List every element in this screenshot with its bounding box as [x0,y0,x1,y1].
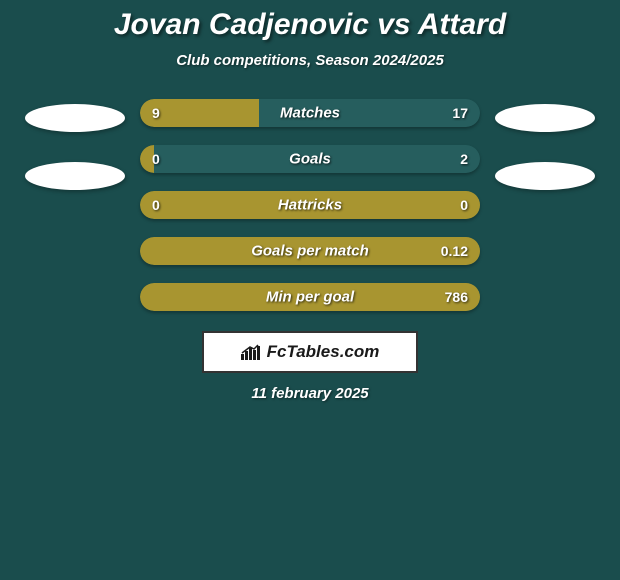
avatar [495,162,595,190]
subtitle: Club competitions, Season 2024/2025 [0,52,620,69]
stat-bar: Min per goal 786 [140,283,480,311]
left-player-avatars [25,99,125,190]
stat-value-right: 17 [452,105,468,121]
avatar [25,104,125,132]
brand-text: FcTables.com [267,342,380,362]
stat-label: Goals [289,151,331,168]
stat-value-right: 786 [445,289,468,305]
stat-value-left: 9 [152,105,160,121]
stat-bar: Goals per match 0.12 [140,237,480,265]
stat-bar: Goals 0 2 [140,145,480,173]
stat-bar: Matches 9 17 [140,99,480,127]
stat-value-left: 0 [152,151,160,167]
avatar [495,104,595,132]
right-player-avatars [495,99,595,190]
brand-badge: FcTables.com [202,331,418,373]
stat-value-left: 0 [152,197,160,213]
stats-bars: Matches 9 17 Goals 0 2 Hattricks 0 0 Goals per ma… [140,99,480,311]
comparison-infographic: Jovan Cadjenovic vs Attard Club competit… [0,0,620,402]
stat-value-right: 0.12 [441,243,468,259]
stat-value-right: 2 [460,151,468,167]
page-title: Jovan Cadjenovic vs Attard [0,8,620,42]
stat-label: Goals per match [251,243,369,260]
stat-value-right: 0 [460,197,468,213]
avatar [25,162,125,190]
stat-bar: Hattricks 0 0 [140,191,480,219]
bar-chart-icon [241,344,261,360]
footer-date: 11 february 2025 [0,385,620,402]
stat-label: Min per goal [266,289,354,306]
stat-label: Matches [280,105,340,122]
stat-label: Hattricks [278,197,342,214]
comparison-area: Matches 9 17 Goals 0 2 Hattricks 0 0 Goals per ma… [0,99,620,311]
